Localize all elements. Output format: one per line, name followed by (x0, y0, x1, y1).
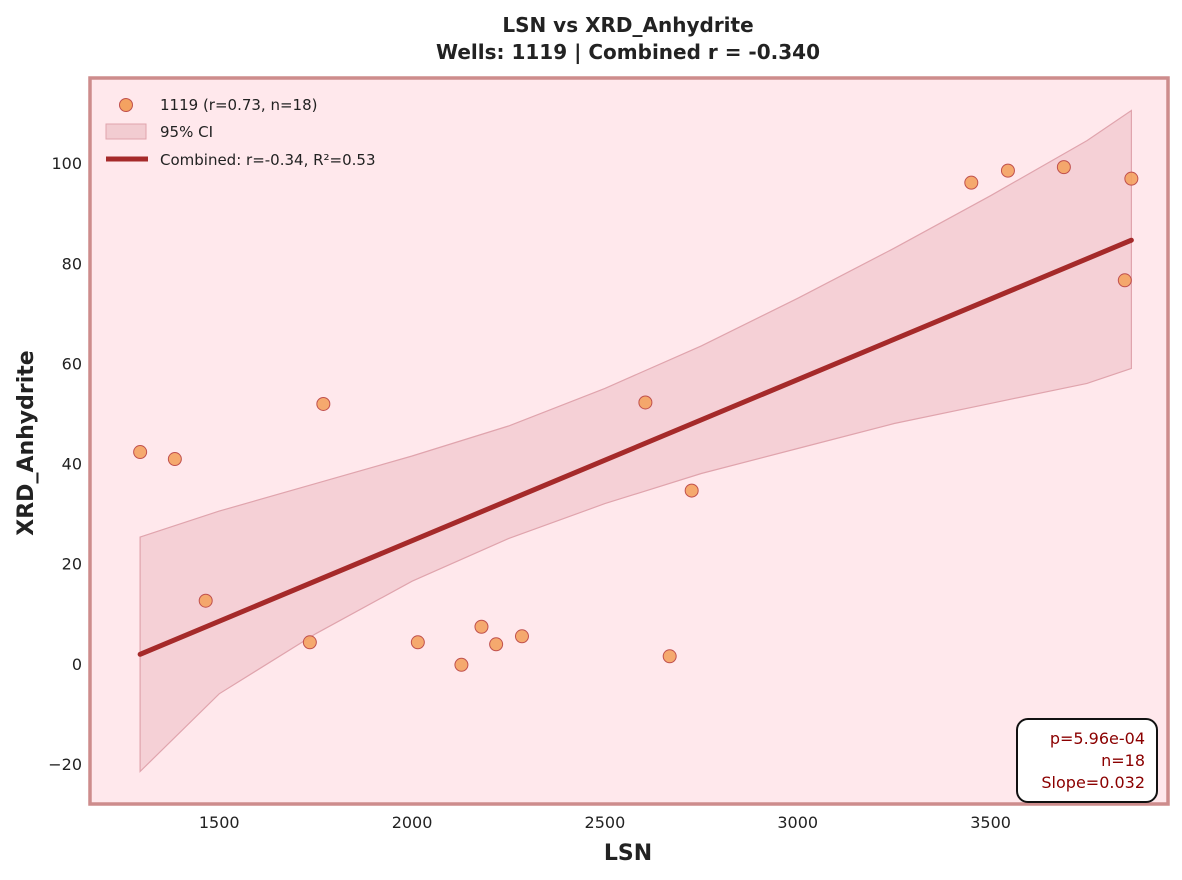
y-tick-label: 60 (62, 354, 82, 373)
stats-p-value: p=5.96e-04 (1050, 729, 1145, 748)
y-tick-label: 80 (62, 254, 82, 273)
stats-box: p=5.96e-04 n=18 Slope=0.032 (1016, 718, 1158, 803)
y-tick-label: 20 (62, 555, 82, 574)
legend: 1119 (r=0.73, n=18) 95% CI Combined: r=-… (105, 96, 376, 169)
x-axis-ticks: 1500 2000 2500 3000 3500 (199, 813, 1011, 832)
legend-marker-ci (105, 123, 147, 140)
x-tick-label: 3500 (970, 813, 1011, 832)
ci-band (139, 109, 1132, 773)
scatter-point (1000, 163, 1015, 178)
scatter-points-layer (133, 160, 1139, 672)
chart-subtitle: Wells: 1119 | Combined r = -0.340 (436, 40, 820, 64)
y-tick-label: 40 (62, 455, 82, 474)
scatter-point (1117, 273, 1132, 288)
stats-box-background (1016, 718, 1158, 803)
scatter-point (133, 445, 148, 460)
scatter-point (638, 395, 653, 410)
scatter-point (1056, 160, 1071, 175)
regression-line (137, 237, 1134, 657)
x-tick-label: 1500 (199, 813, 240, 832)
stats-n: n=18 (1101, 751, 1145, 770)
scatter-point (302, 635, 317, 650)
scatter-point (410, 635, 425, 650)
plot-area (90, 78, 1168, 804)
legend-label-ci: 95% CI (160, 123, 213, 141)
scatter-point (454, 657, 469, 672)
scatter-point (316, 396, 331, 411)
x-axis-label: LSN (604, 841, 652, 866)
legend-label-line: Combined: r=-0.34, R²=0.53 (160, 151, 376, 169)
stats-slope: Slope=0.032 (1041, 773, 1145, 792)
scatter-point (1124, 171, 1139, 186)
regression-line-layer (137, 237, 1134, 657)
scatter-point (662, 649, 677, 664)
scatter-point (684, 483, 699, 498)
scatter-point (964, 175, 979, 190)
y-axis-label: XRD_Anhydrite (14, 350, 39, 535)
scatter-point (198, 593, 213, 608)
x-tick-label: 2500 (585, 813, 626, 832)
scatter-point (167, 452, 182, 467)
chart-title: LSN vs XRD_Anhydrite (502, 13, 753, 37)
y-tick-label: −20 (48, 755, 82, 774)
y-tick-label: 100 (51, 154, 82, 173)
scatter-point (514, 629, 529, 644)
x-tick-label: 3000 (777, 813, 818, 832)
y-tick-label: 0 (72, 655, 82, 674)
legend-marker-scatter (119, 98, 133, 112)
y-axis-ticks: −20 0 20 40 60 80 100 (48, 154, 82, 774)
legend-label-scatter: 1119 (r=0.73, n=18) (160, 96, 317, 114)
x-tick-label: 2000 (392, 813, 433, 832)
plot-frame (88, 76, 1170, 806)
ci-band-layer (139, 109, 1132, 773)
scatter-point (489, 637, 504, 652)
scatter-point (474, 619, 489, 634)
